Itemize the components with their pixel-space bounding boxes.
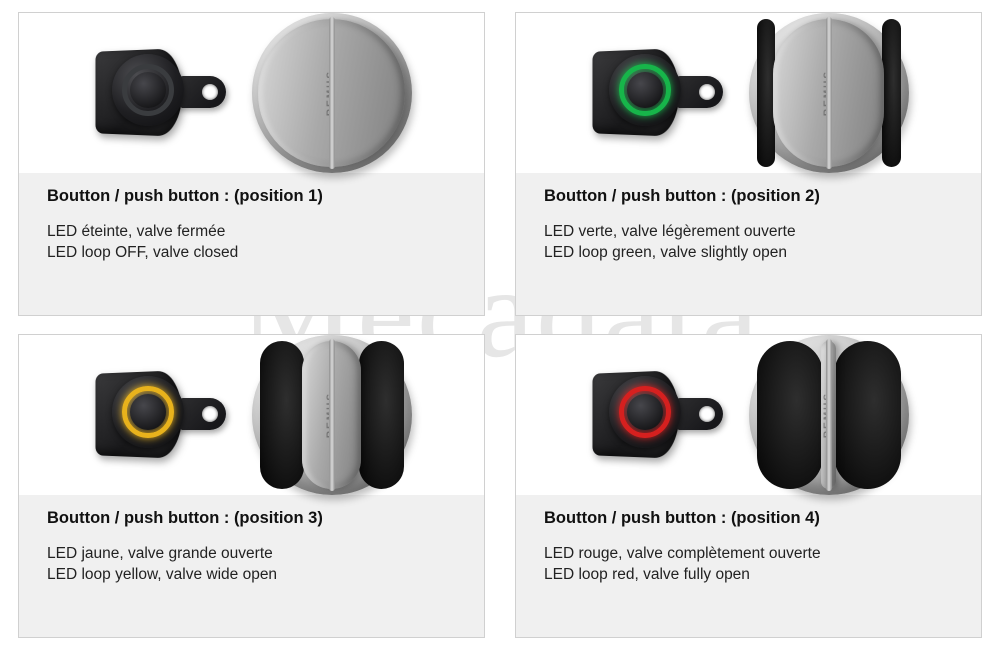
push-button-switch bbox=[589, 38, 729, 148]
panel-3-text: Boutton / push button : (position 3) LED… bbox=[19, 495, 484, 637]
panel-desc-fr: LED éteinte, valve fermée bbox=[47, 222, 464, 243]
panel-position-1: REMUS Boutton / push button : (position … bbox=[18, 12, 485, 316]
panel-2-image-area: REMUS bbox=[516, 13, 981, 173]
panel-desc-en: LED loop red, valve fully open bbox=[544, 565, 961, 586]
panel-desc-en: LED loop green, valve slightly open bbox=[544, 243, 961, 264]
valve-icon: REMUS bbox=[252, 335, 412, 495]
panel-2-text: Boutton / push button : (position 2) LED… bbox=[516, 173, 981, 315]
panel-4-text: Boutton / push button : (position 4) LED… bbox=[516, 495, 981, 637]
valve-icon: REMUS bbox=[749, 335, 909, 495]
push-button-switch bbox=[92, 38, 232, 148]
panel-position-3: REMUS Boutton / push button : (position … bbox=[18, 334, 485, 638]
panel-desc-fr: LED verte, valve légèrement ouverte bbox=[544, 222, 961, 243]
panel-desc-en: LED loop yellow, valve wide open bbox=[47, 565, 464, 586]
valve-icon: REMUS bbox=[749, 13, 909, 173]
push-button-switch bbox=[92, 360, 232, 470]
valve-icon: REMUS bbox=[252, 13, 412, 173]
panel-1-text: Boutton / push button : (position 1) LED… bbox=[19, 173, 484, 315]
panel-4-image-area: REMUS bbox=[516, 335, 981, 495]
panel-1-image-area: REMUS bbox=[19, 13, 484, 173]
panel-title: Boutton / push button : (position 2) bbox=[544, 187, 961, 206]
panel-title: Boutton / push button : (position 4) bbox=[544, 509, 961, 528]
panel-position-4: REMUS Boutton / push button : (position … bbox=[515, 334, 982, 638]
panel-3-image-area: REMUS bbox=[19, 335, 484, 495]
push-button-switch bbox=[589, 360, 729, 470]
panel-title: Boutton / push button : (position 1) bbox=[47, 187, 464, 206]
panel-position-2: REMUS Boutton / push button : (position … bbox=[515, 12, 982, 316]
panel-desc-fr: LED jaune, valve grande ouverte bbox=[47, 544, 464, 565]
panel-desc-fr: LED rouge, valve complètement ouverte bbox=[544, 544, 961, 565]
panel-title: Boutton / push button : (position 3) bbox=[47, 509, 464, 528]
panel-grid: REMUS Boutton / push button : (position … bbox=[0, 0, 1000, 650]
panel-desc-en: LED loop OFF, valve closed bbox=[47, 243, 464, 264]
